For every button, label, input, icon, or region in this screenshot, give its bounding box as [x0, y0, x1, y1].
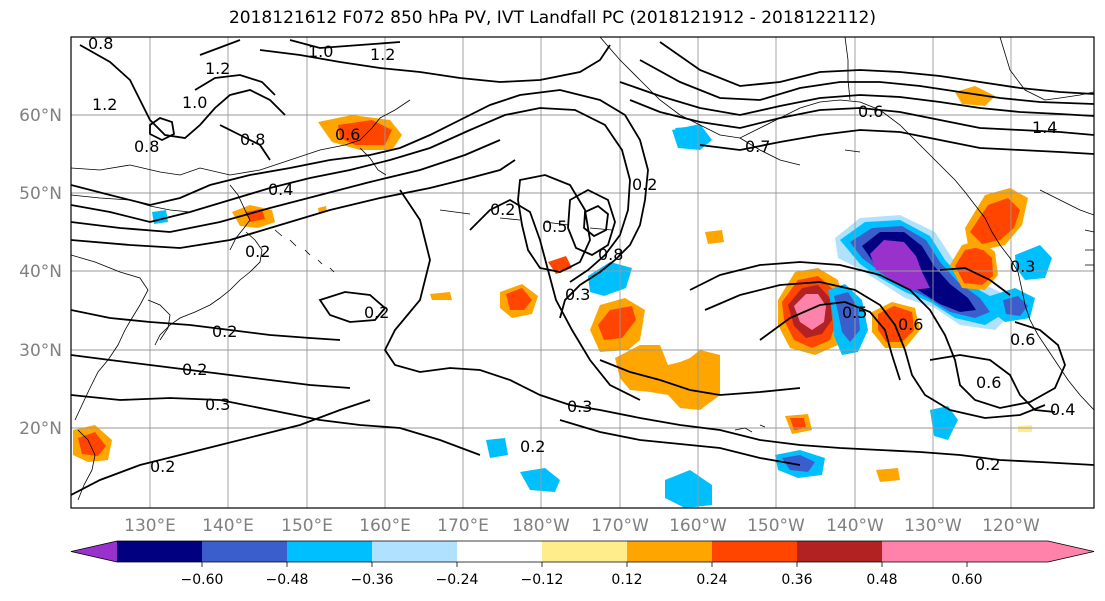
contour-label: 0.2 — [632, 175, 657, 194]
colorbar-ticks — [201, 562, 968, 567]
colorbar: −0.60 −0.48 −0.36 −0.24 −0.12 0.12 0.24 … — [70, 540, 1095, 588]
contour-label: 0.3 — [1010, 257, 1035, 276]
contour-label: 1.2 — [205, 59, 230, 78]
contour-label: 0.8 — [88, 34, 113, 53]
lon-tick-label: 130°W — [904, 516, 962, 536]
colorbar-swatch — [627, 541, 712, 562]
pc-shading — [73, 86, 1052, 508]
colorbar-label: −0.36 — [351, 572, 394, 588]
lon-tick-label: 150°W — [747, 516, 805, 536]
lon-tick-label: 140°W — [826, 516, 884, 536]
contour-label: 0.8 — [240, 130, 265, 149]
colorbar-swatch — [542, 541, 627, 562]
contour-label: 0.2 — [490, 200, 515, 219]
contour-label: 0.5 — [542, 217, 567, 236]
colorbar-outline — [70, 540, 1095, 563]
colorbar-label: 0.60 — [951, 572, 982, 588]
contour-label: 1.4 — [1032, 118, 1057, 137]
contour-label: 0.6 — [898, 315, 923, 334]
lon-tick-label: 130°E — [124, 516, 176, 536]
colorbar-label: −0.24 — [436, 572, 479, 588]
lon-axis: 130°E 140°E 150°E 160°E 170°E 180°W 170°… — [124, 516, 1040, 536]
contour-label: 0.2 — [212, 322, 237, 341]
map-title: 2018121612 F072 850 hPa PV, IVT Landfall… — [228, 8, 876, 28]
contour-label: 0.2 — [182, 360, 207, 379]
lat-tick-label: 40°N — [19, 262, 62, 282]
lon-tick-label: 140°E — [202, 516, 254, 536]
lon-tick-label: 160°W — [669, 516, 727, 536]
contour-label: 1.2 — [92, 95, 117, 114]
contour-label: 1.0 — [182, 93, 207, 112]
lat-axis: 60°N 50°N 40°N 30°N 20°N — [19, 106, 62, 439]
contour-label: 0.6 — [858, 102, 883, 121]
colorbar-swatch — [287, 541, 372, 562]
contour-label: 0.6 — [1010, 330, 1035, 349]
lon-tick-label: 160°E — [359, 516, 411, 536]
colorbar-label: 0.24 — [696, 572, 727, 588]
contour-label: 0.2 — [520, 437, 545, 456]
contour-label: 0.2 — [975, 455, 1000, 474]
colorbar-label: 0.12 — [611, 572, 642, 588]
contour-label: 0.2 — [150, 457, 175, 476]
contour-label: 0.3 — [205, 395, 230, 414]
colorbar-swatch — [797, 541, 882, 562]
colorbar-label: 0.36 — [781, 572, 812, 588]
contour-labels: 0.8 1.2 1.0 1.2 1.2 1.0 0.8 0.8 0.4 0.2 … — [88, 34, 1075, 476]
colorbar-over-extend — [967, 541, 1094, 562]
lon-tick-label: 170°E — [437, 516, 489, 536]
colorbar-swatch — [457, 541, 542, 562]
contour-label: 0.6 — [976, 373, 1001, 392]
lat-tick-label: 30°N — [19, 341, 62, 361]
colorbar-label: 0.48 — [866, 572, 897, 588]
lat-tick-label: 50°N — [19, 184, 62, 204]
map-frame — [70, 36, 1095, 509]
contour-label: 0.2 — [364, 303, 389, 322]
colorbar-swatch — [882, 541, 967, 562]
colorbar-label: −0.48 — [266, 572, 309, 588]
graticule — [71, 37, 1094, 508]
colorbar-label: −0.12 — [521, 572, 564, 588]
lat-tick-label: 20°N — [19, 419, 62, 439]
pv-contours — [71, 39, 1094, 496]
lon-tick-label: 120°W — [982, 516, 1040, 536]
contour-label: 0.3 — [565, 285, 590, 304]
contour-label: 0.5 — [842, 303, 867, 322]
colorbar-under-extend — [71, 541, 117, 562]
lon-tick-label: 180°W — [512, 516, 570, 536]
colorbar-swatch — [202, 541, 287, 562]
colorbar-swatch — [372, 541, 457, 562]
contour-label: 0.7 — [745, 137, 770, 156]
contour-label: 0.8 — [134, 137, 159, 156]
contour-label: 1.0 — [308, 42, 333, 61]
contour-label: 0.8 — [598, 245, 623, 264]
contour-label: 1.2 — [370, 45, 395, 64]
colorbar-label: −0.60 — [181, 572, 224, 588]
contour-label: 0.6 — [335, 125, 360, 144]
colorbar-swatch — [117, 541, 202, 562]
contour-label: 0.4 — [268, 180, 293, 199]
contour-label: 0.4 — [1050, 400, 1075, 419]
contour-label: 0.3 — [567, 397, 592, 416]
lat-tick-label: 60°N — [19, 106, 62, 126]
lon-tick-label: 150°E — [281, 516, 333, 536]
colorbar-swatch — [712, 541, 797, 562]
contour-label: 0.2 — [245, 242, 270, 261]
lon-tick-label: 170°W — [591, 516, 649, 536]
